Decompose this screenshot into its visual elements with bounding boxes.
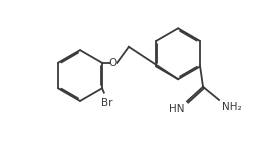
Text: O: O [109,58,117,68]
Text: Br: Br [101,98,112,108]
Text: HN: HN [169,103,184,113]
Text: NH₂: NH₂ [222,102,242,112]
